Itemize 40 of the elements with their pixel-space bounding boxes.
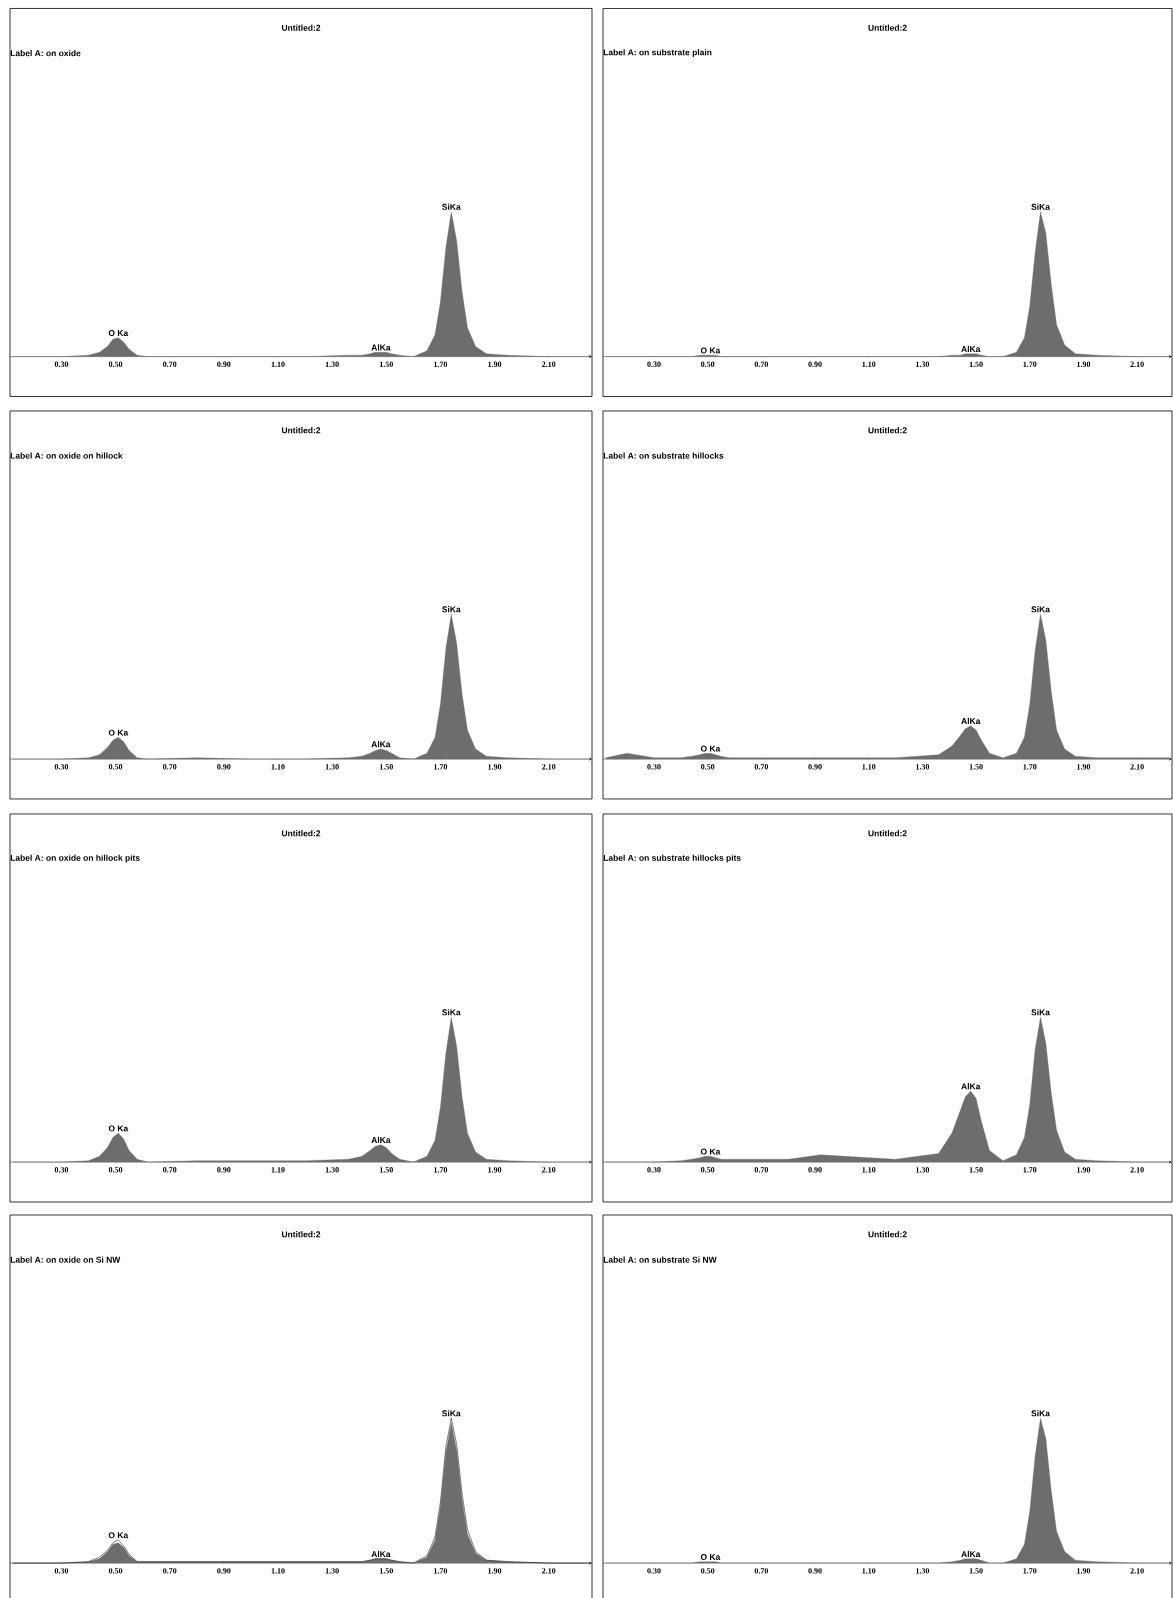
annotation: O Ka <box>700 347 721 354</box>
annotation: SiKa <box>1031 1410 1050 1417</box>
chart-title: Untitled:2 <box>282 1231 321 1238</box>
annotation: AlKa <box>371 344 391 351</box>
annotation: AlKa <box>961 345 981 352</box>
chart-subtitle: Label A: on oxide <box>10 49 81 57</box>
chart-subtitle: Label A: on substrate Si NW <box>603 1256 717 1263</box>
chart-title: Untitled:2 <box>868 830 907 837</box>
annotation: AlKa <box>371 1550 391 1558</box>
chart-title: Untitled:2 <box>868 24 907 31</box>
annotation: AlKa <box>961 1550 981 1558</box>
annotation: O Ka <box>108 330 129 337</box>
annotation: O Ka <box>700 1553 721 1560</box>
annotation: SiKa <box>442 203 461 210</box>
annotation: SiKa <box>1031 1009 1050 1016</box>
annotation: SiKa <box>442 1009 461 1016</box>
chart-title: Untitled:2 <box>282 427 321 434</box>
annotation: SiKa <box>1031 606 1050 613</box>
annotation: O Ka <box>108 1125 129 1132</box>
chart-subtitle: Label A: on oxide on Si NW <box>10 1256 121 1263</box>
chart-title: Untitled:2 <box>282 24 321 31</box>
chart-subtitle: Label A: on substrate hillocks <box>603 452 724 459</box>
chart-title: Untitled:2 <box>282 830 321 837</box>
annotation: O Ka <box>108 1532 129 1539</box>
chart-subtitle: Label A: on oxide on hillock pits <box>10 854 140 863</box>
annotation: AlKa <box>961 717 981 725</box>
annotation: O Ka <box>700 1148 721 1155</box>
annotation: SiKa <box>442 606 461 613</box>
chart-subtitle: Label A: on substrate plain <box>603 49 712 58</box>
chart-title: Untitled:2 <box>868 427 907 434</box>
annotation: AlKa <box>371 1136 391 1143</box>
chart-subtitle: Label A: on substrate hillocks pits <box>603 854 741 863</box>
chart-subtitle: Label A: on oxide on hillock <box>10 452 123 459</box>
annotation: AlKa <box>371 741 391 748</box>
annotation: AlKa <box>961 1083 981 1090</box>
chart-title: Untitled:2 <box>868 1231 907 1238</box>
annotation: SiKa <box>442 1410 461 1417</box>
annotation: O Ka <box>108 729 129 736</box>
annotation: O Ka <box>700 745 721 752</box>
annotation: SiKa <box>1031 203 1050 210</box>
